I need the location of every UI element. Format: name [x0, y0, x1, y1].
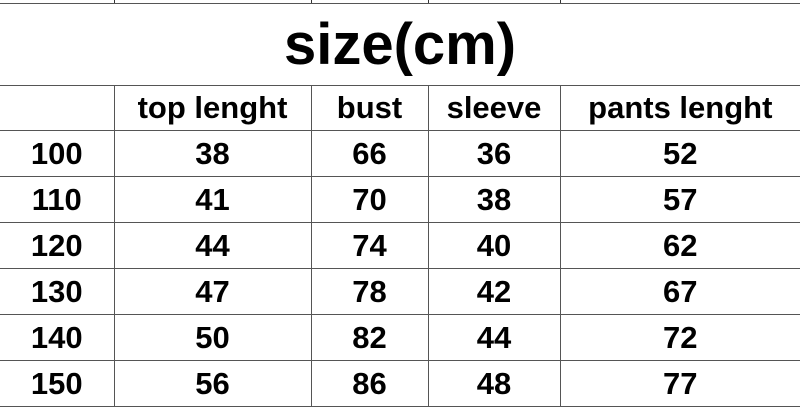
header-cell: [0, 85, 115, 131]
measurement-cell: 44: [113, 222, 312, 269]
measurement-cell: 38: [113, 130, 312, 177]
measurement-cell: 62: [559, 222, 800, 269]
measurement-cell: 82: [310, 314, 429, 361]
measurement-cell: 38: [427, 176, 561, 223]
table-row: 120 44 74 40 62: [0, 222, 800, 269]
measurement-cell: 56: [113, 360, 312, 407]
measurement-cell: 77: [559, 360, 800, 407]
header-cell: top lenght: [113, 85, 312, 131]
header-row: top lenght bust sleeve pants lenght: [0, 85, 800, 131]
measurement-cell: 41: [113, 176, 312, 223]
measurement-cell: 66: [310, 130, 429, 177]
measurement-cell: 52: [559, 130, 800, 177]
measurement-cell: 78: [310, 268, 429, 315]
measurement-cell: 70: [310, 176, 429, 223]
measurement-cell: 40: [427, 222, 561, 269]
measurement-cell: 48: [427, 360, 561, 407]
header-cell: sleeve: [427, 85, 561, 131]
size-label-cell: 140: [0, 314, 115, 361]
measurement-cell: 72: [559, 314, 800, 361]
size-label-cell: 150: [0, 360, 115, 407]
size-label-cell: 130: [0, 268, 115, 315]
table-row: 140 50 82 44 72: [0, 314, 800, 361]
size-chart-table: size(cm) top lenght bust sleeve pants le…: [0, 3, 800, 407]
header-cell: pants lenght: [559, 85, 800, 131]
table-row: 110 41 70 38 57: [0, 176, 800, 223]
size-label-cell: 120: [0, 222, 115, 269]
measurement-cell: 47: [113, 268, 312, 315]
header-cell: bust: [310, 85, 429, 131]
table-row: 150 56 86 48 77: [0, 360, 800, 407]
measurement-cell: 44: [427, 314, 561, 361]
measurement-cell: 57: [559, 176, 800, 223]
size-label-cell: 110: [0, 176, 115, 223]
table-row: 100 38 66 36 52: [0, 130, 800, 177]
measurement-cell: 50: [113, 314, 312, 361]
size-label-cell: 100: [0, 130, 115, 177]
measurement-cell: 42: [427, 268, 561, 315]
table-title: size(cm): [0, 3, 800, 86]
measurement-cell: 74: [310, 222, 429, 269]
table-row: 130 47 78 42 67: [0, 268, 800, 315]
measurement-cell: 67: [559, 268, 800, 315]
measurement-cell: 86: [310, 360, 429, 407]
measurement-cell: 36: [427, 130, 561, 177]
